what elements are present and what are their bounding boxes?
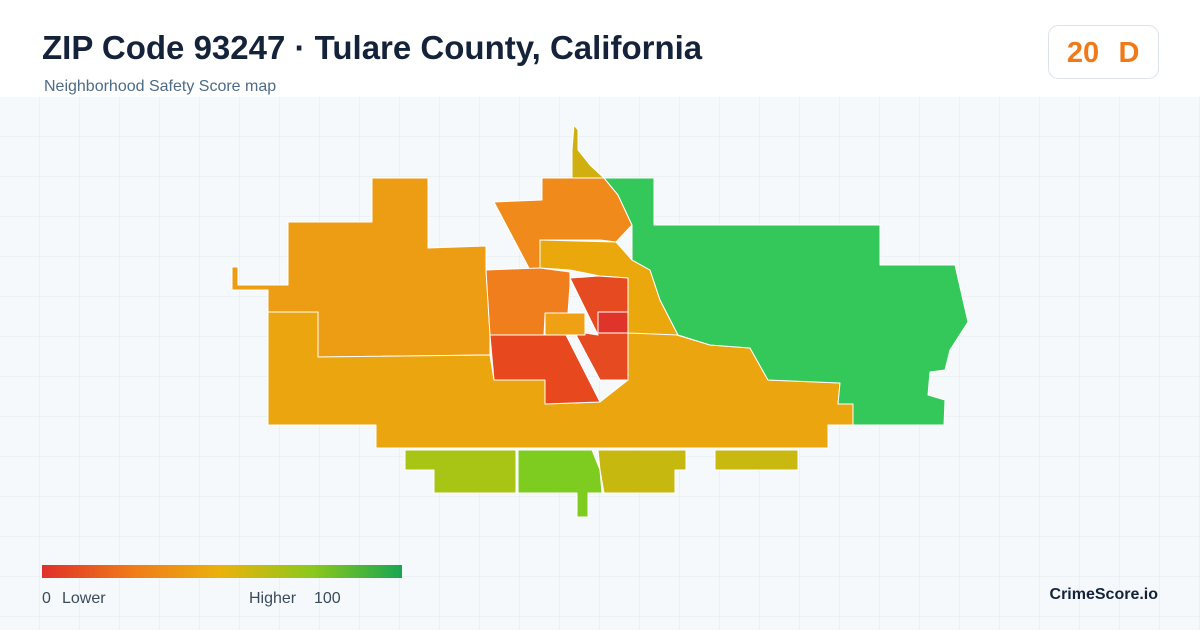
region — [539, 239, 679, 336]
map-regions — [231, 124, 969, 518]
region — [571, 124, 605, 179]
region — [517, 449, 603, 518]
region — [714, 449, 799, 471]
score-grade: D — [1119, 37, 1140, 69]
legend-max: 100 — [314, 590, 341, 607]
legend-scale — [42, 565, 402, 578]
score-badge — [1048, 25, 1159, 79]
legend-min: 0 — [42, 590, 51, 607]
brand: CrimeScore.io — [1050, 586, 1159, 603]
region — [597, 311, 629, 334]
score-value: 20 — [1067, 37, 1099, 69]
region — [603, 177, 969, 426]
region — [404, 449, 517, 494]
region — [544, 312, 586, 336]
title: ZIP Code 93247 · Tulare County, Californ… — [42, 29, 703, 66]
subtitle: Neighborhood Safety Score map — [44, 78, 276, 95]
legend-low-label: Lower — [62, 590, 106, 607]
legend-high-label: Higher — [249, 590, 297, 607]
region — [597, 449, 687, 494]
